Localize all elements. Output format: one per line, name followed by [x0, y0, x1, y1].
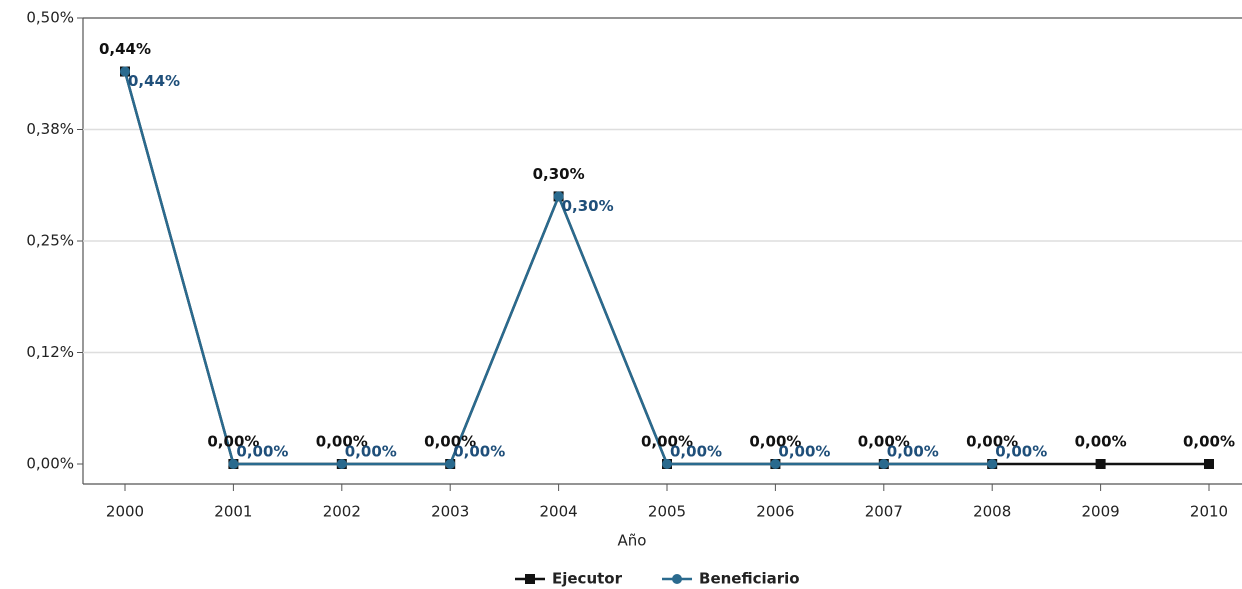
x-tick-label: 2005	[648, 503, 686, 521]
legend-marker	[525, 574, 535, 584]
point	[228, 459, 239, 469]
x-tick-label: 2000	[106, 503, 144, 521]
data-label: 0,00%	[641, 433, 693, 451]
x-tick-label: 2006	[756, 503, 794, 521]
x-tick-label: 2002	[323, 503, 361, 521]
point	[120, 66, 130, 77]
x-tick-label: 2001	[214, 503, 252, 521]
point	[987, 459, 998, 469]
data-label: 0,30%	[533, 165, 585, 183]
data-label: 0,00%	[1075, 433, 1127, 451]
point	[553, 191, 564, 202]
data-label: 0,00%	[207, 433, 259, 451]
y-tick-label: 0,38%	[26, 120, 74, 138]
legend-marker	[672, 574, 683, 584]
data-label: 0,00%	[887, 443, 939, 461]
data-label: 0,00%	[1183, 433, 1235, 451]
data-label: 0,00%	[236, 443, 288, 461]
y-tick-label: 0,12%	[26, 343, 74, 361]
x-tick-label: 2009	[1082, 503, 1120, 521]
series-line	[123, 71, 1209, 466]
x-tick-label: 2010	[1190, 503, 1228, 521]
data-label: 0,00%	[453, 443, 505, 461]
x-tick-label: 2004	[540, 503, 578, 521]
point	[662, 459, 672, 469]
legend-label: Beneficiario	[699, 570, 800, 588]
point	[445, 459, 456, 469]
data-label: 0,44%	[99, 40, 151, 58]
y-tick-label: 0,50%	[26, 9, 74, 27]
point	[878, 459, 889, 469]
data-label: 0,00%	[316, 433, 368, 451]
x-tick-label: 2008	[973, 503, 1011, 521]
x-tick-label: 2007	[865, 503, 903, 521]
y-tick-label: 0,25%	[26, 232, 74, 250]
data-label: 0,00%	[858, 433, 910, 451]
x-tick-label: 2003	[431, 503, 469, 521]
x-axis-label: Año	[618, 532, 647, 550]
data-label: 0,00%	[424, 433, 476, 451]
series-line	[123, 71, 993, 466]
point	[1095, 459, 1106, 469]
y-tick-label: 0,00%	[26, 455, 74, 473]
data-label: 0,30%	[562, 197, 614, 215]
point	[1204, 459, 1214, 469]
data-label: 0,44%	[128, 72, 180, 90]
data-label: 0,00%	[995, 443, 1047, 461]
data-label: 0,00%	[749, 433, 801, 451]
data-label: 0,00%	[778, 443, 830, 461]
legend-label: Ejecutor	[552, 570, 623, 588]
point	[336, 459, 347, 469]
data-label: 0,00%	[345, 443, 397, 461]
data-label: 0,00%	[670, 443, 722, 461]
data-label: 0,00%	[966, 433, 1018, 451]
point	[770, 459, 781, 469]
